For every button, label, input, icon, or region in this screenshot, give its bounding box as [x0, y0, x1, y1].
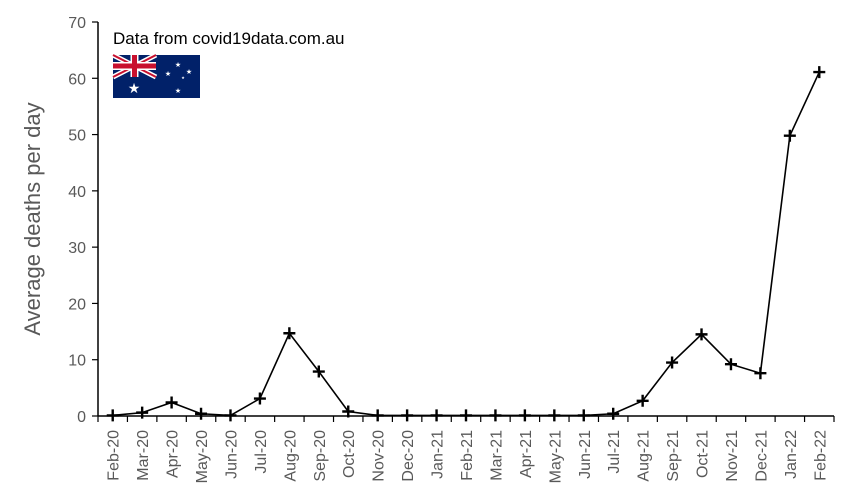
svg-text:★: ★ — [128, 81, 141, 97]
data-point — [489, 409, 502, 422]
data-point — [430, 409, 443, 422]
x-tick-label: May-21 — [547, 430, 564, 483]
x-ticks: Feb-20 Mar-20 Apr-20 May-20 Jun-20 Jul-20 Aug-… — [97, 416, 835, 483]
y-tick-label: 60 — [68, 71, 86, 88]
data-point — [106, 409, 119, 422]
x-tick-label: Aug-21 — [636, 430, 653, 482]
y-tick-label: 50 — [68, 128, 86, 145]
y-tick-label: 20 — [68, 296, 86, 313]
svg-text:★: ★ — [186, 68, 192, 76]
data-point — [754, 367, 767, 380]
x-tick-label: Jul-20 — [253, 430, 270, 474]
x-tick-label: Sep-21 — [665, 430, 682, 482]
data-point — [636, 394, 649, 407]
data-point — [371, 409, 384, 422]
data-point — [813, 66, 826, 79]
x-tick-label: Nov-20 — [371, 430, 388, 482]
x-tick-label: May-20 — [194, 430, 211, 483]
data-point — [312, 365, 325, 378]
data-point — [548, 409, 561, 422]
x-tick-label: Jul-21 — [606, 430, 623, 474]
data-point — [724, 358, 737, 371]
data-point — [783, 129, 796, 142]
australian-flag-icon: ★ ★ ★ ★ ★ ★ — [111, 52, 200, 98]
source-annotation: Data from covid19data.com.au — [113, 29, 345, 48]
data-point — [460, 409, 472, 422]
data-point — [136, 406, 149, 419]
data-point — [666, 356, 679, 369]
data-point — [401, 409, 414, 422]
data-point — [283, 327, 296, 340]
data-point — [224, 409, 237, 422]
y-tick-label: 0 — [77, 409, 86, 426]
x-tick-label: Jun-21 — [577, 430, 594, 479]
x-tick-label: Nov-21 — [724, 430, 741, 482]
data-point — [253, 392, 266, 405]
series-line — [112, 71, 821, 417]
x-tick-label: Mar-20 — [135, 430, 152, 481]
data-point — [695, 328, 708, 341]
data-point — [165, 396, 178, 409]
x-tick-label: Jan-21 — [430, 430, 447, 479]
y-ticks: 0 10 20 30 40 50 60 70 — [68, 15, 98, 426]
data-point — [195, 407, 208, 420]
x-tick-label: Feb-20 — [106, 430, 123, 481]
data-point — [342, 405, 355, 418]
x-tick-label: Jan-22 — [783, 430, 800, 479]
x-tick-label: Apr-20 — [165, 430, 182, 478]
y-tick-label: 10 — [68, 353, 86, 370]
y-tick-label: 40 — [68, 184, 86, 201]
y-axis-label: Average deaths per day — [20, 102, 45, 335]
svg-text:★: ★ — [165, 70, 171, 78]
x-tick-label: Apr-21 — [518, 430, 535, 478]
x-tick-label: Aug-20 — [282, 430, 299, 482]
x-tick-label: Feb-22 — [812, 430, 829, 481]
series — [106, 66, 826, 422]
data-point — [577, 409, 590, 422]
svg-text:★: ★ — [175, 87, 181, 95]
y-tick-label: 30 — [68, 240, 86, 257]
data-point — [518, 409, 531, 422]
x-tick-label: Dec-21 — [753, 430, 770, 482]
data-point — [607, 407, 620, 420]
x-tick-label: Feb-21 — [459, 430, 476, 481]
x-tick-label: Jun-20 — [223, 430, 240, 479]
x-tick-label: Oct-20 — [341, 430, 358, 478]
x-tick-label: Dec-20 — [400, 430, 417, 482]
x-tick-label: Oct-21 — [695, 430, 712, 478]
y-tick-label: 70 — [68, 15, 86, 32]
svg-text:★: ★ — [181, 75, 185, 80]
x-tick-label: Sep-20 — [312, 430, 329, 482]
svg-text:★: ★ — [175, 61, 181, 69]
x-tick-label: Mar-21 — [488, 430, 505, 481]
